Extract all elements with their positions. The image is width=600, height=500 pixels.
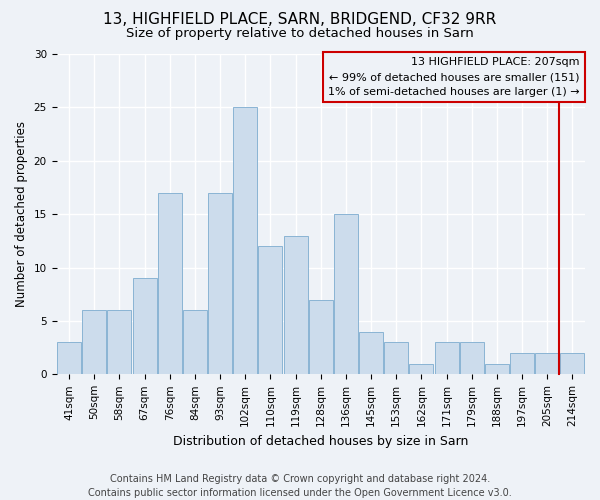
Bar (385, 342, 408, 374)
Bar (560, 353, 584, 374)
Bar (133, 278, 157, 374)
Bar (359, 332, 383, 374)
Text: 13 HIGHFIELD PLACE: 207sqm
← 99% of detached houses are smaller (151)
1% of semi: 13 HIGHFIELD PLACE: 207sqm ← 99% of deta… (328, 57, 580, 97)
Bar (510, 353, 534, 374)
Bar (107, 310, 131, 374)
Bar (233, 108, 257, 374)
Bar (82, 310, 106, 374)
X-axis label: Distribution of detached houses by size in Sarn: Distribution of detached houses by size … (173, 434, 469, 448)
Y-axis label: Number of detached properties: Number of detached properties (15, 121, 28, 307)
Text: Contains HM Land Registry data © Crown copyright and database right 2024.
Contai: Contains HM Land Registry data © Crown c… (88, 474, 512, 498)
Bar (183, 310, 207, 374)
Bar (460, 342, 484, 374)
Bar (409, 364, 433, 374)
Bar (158, 193, 182, 374)
Bar (434, 342, 458, 374)
Bar (309, 300, 333, 374)
Text: Size of property relative to detached houses in Sarn: Size of property relative to detached ho… (126, 28, 474, 40)
Text: 13, HIGHFIELD PLACE, SARN, BRIDGEND, CF32 9RR: 13, HIGHFIELD PLACE, SARN, BRIDGEND, CF3… (103, 12, 497, 28)
Bar (334, 214, 358, 374)
Bar (535, 353, 559, 374)
Bar (57, 342, 81, 374)
Bar (259, 246, 283, 374)
Bar (284, 236, 308, 374)
Bar (485, 364, 509, 374)
Bar (208, 193, 232, 374)
